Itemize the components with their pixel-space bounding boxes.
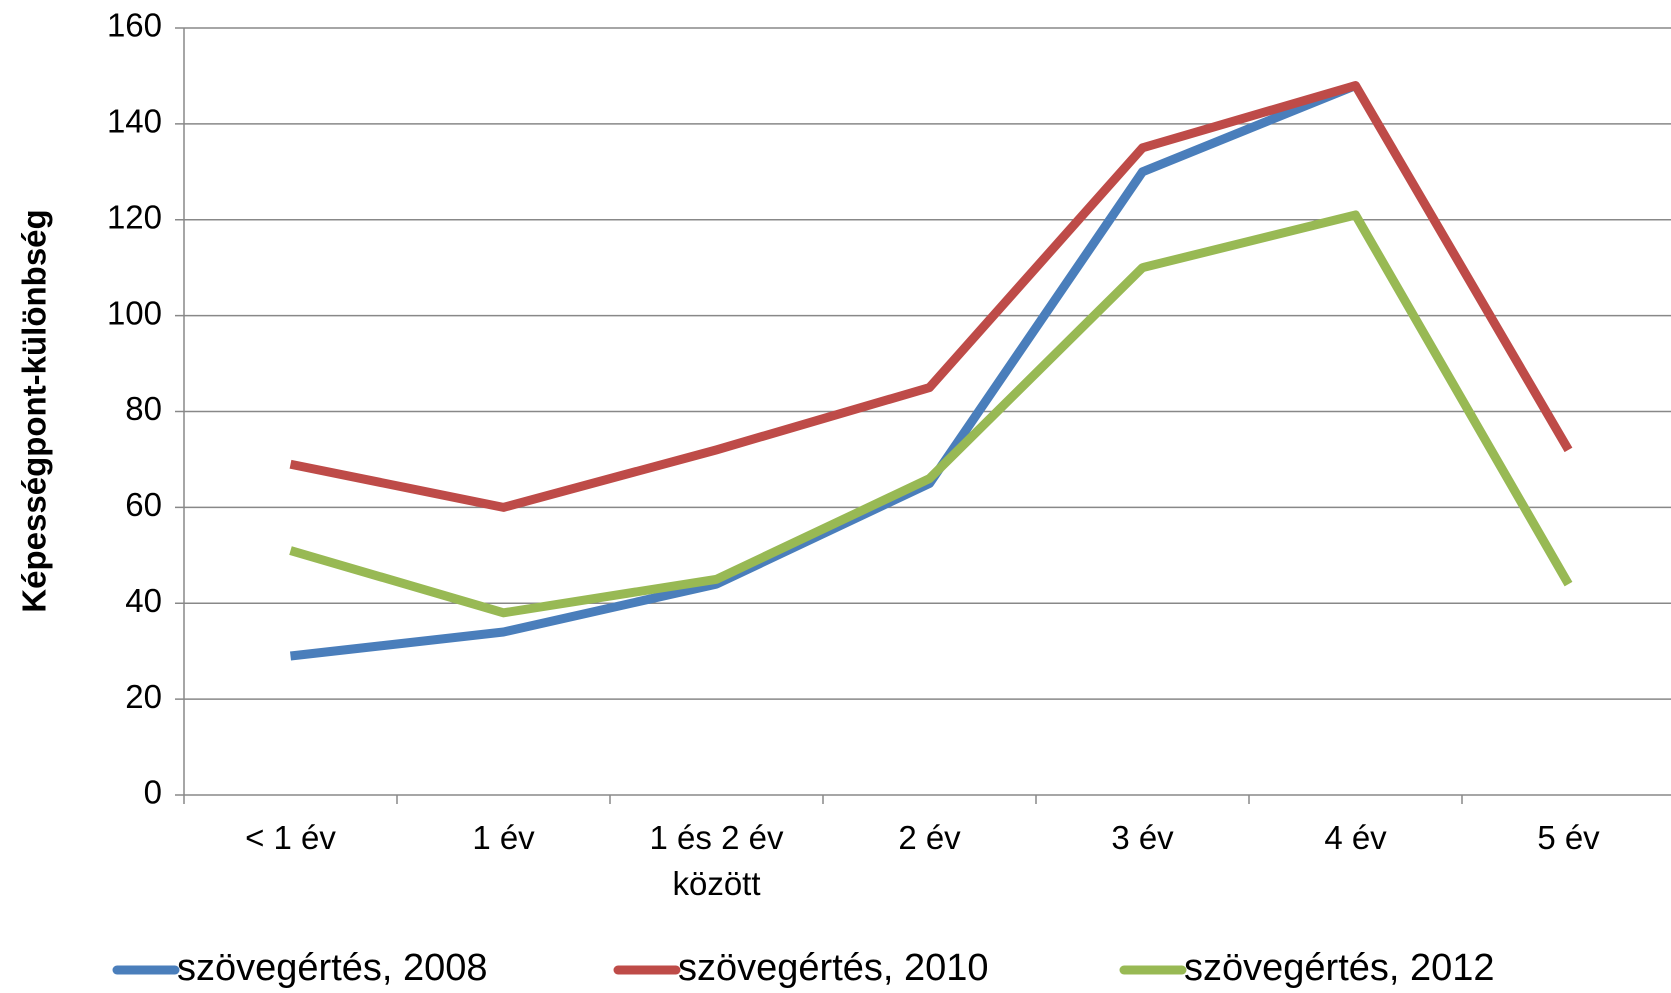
- x-tick-label: 3 év: [1111, 819, 1174, 856]
- x-tick-label: 1 év: [472, 819, 535, 856]
- x-tick-label: 4 év: [1324, 819, 1387, 856]
- y-tick-label: 60: [125, 486, 162, 523]
- y-tick-label: 100: [107, 294, 162, 331]
- y-tick-label: 160: [107, 7, 162, 44]
- x-tick-label: 1 és 2 év között: [649, 819, 784, 902]
- line-series: [289, 81, 1358, 661]
- y-tick-label: 140: [107, 103, 162, 140]
- y-tick-label: 20: [125, 678, 162, 715]
- x-tick-label: < 1 év: [245, 819, 336, 856]
- line-series: [289, 81, 1573, 512]
- y-axis-title: Képességpont-különbség: [16, 209, 53, 612]
- legend-label: szövegértés, 2008: [177, 947, 488, 989]
- legend-label: szövegértés, 2012: [1184, 947, 1495, 989]
- legend-label: szövegértés, 2010: [678, 947, 989, 989]
- line-series: [289, 210, 1573, 618]
- x-tick-label: 2 év: [898, 819, 961, 856]
- y-tick-label: 120: [107, 198, 162, 235]
- y-tick-label: 0: [144, 774, 162, 811]
- x-tick-label: 5 év: [1537, 819, 1600, 856]
- y-tick-label: 40: [125, 582, 162, 619]
- y-tick-label: 80: [125, 390, 162, 427]
